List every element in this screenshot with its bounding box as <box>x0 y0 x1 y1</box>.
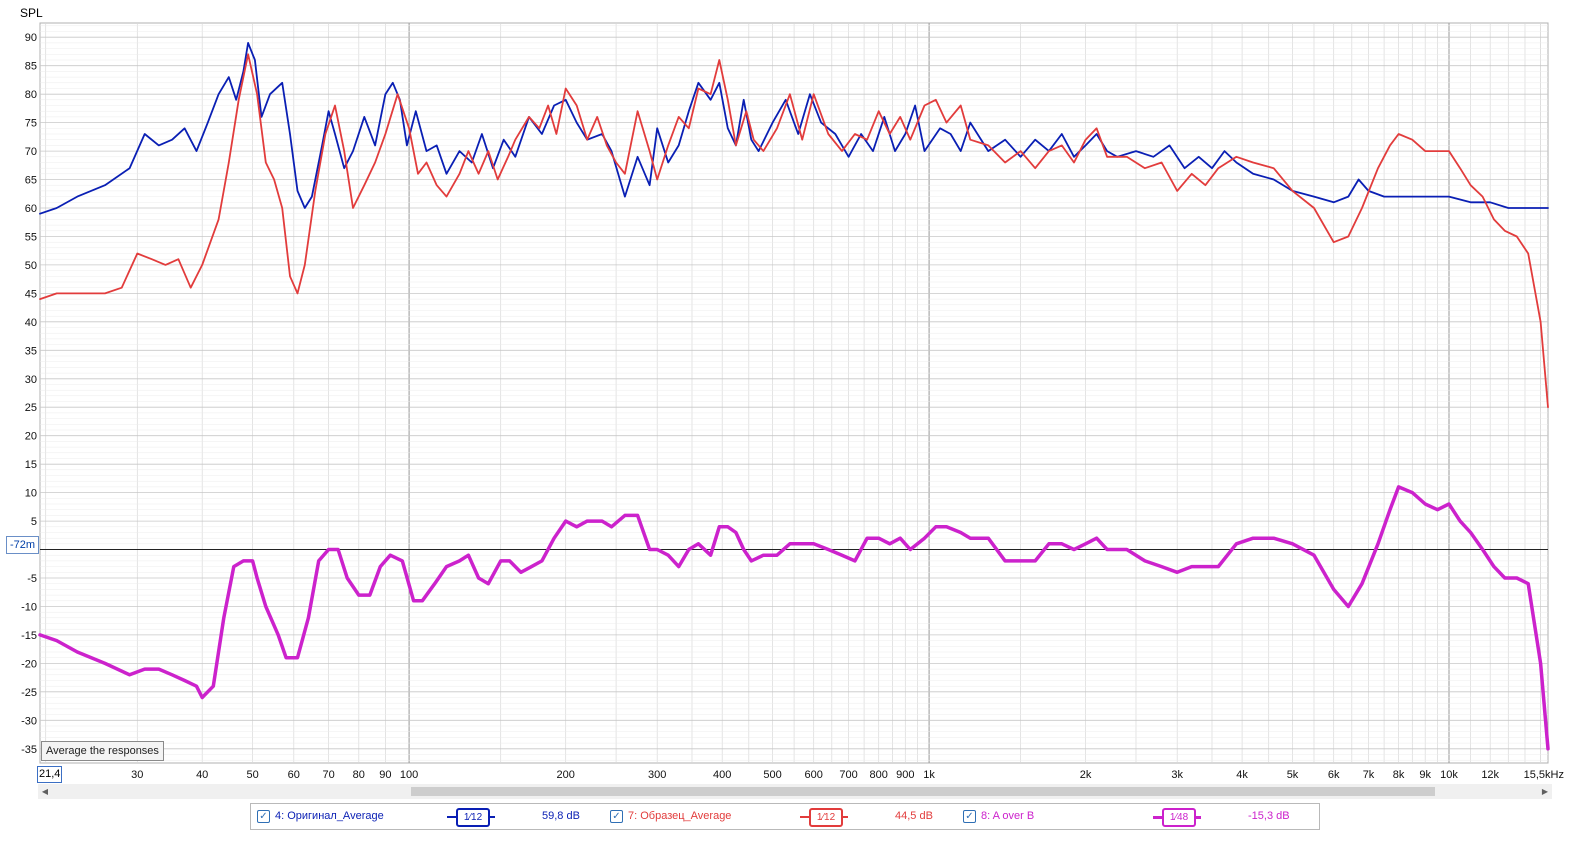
level-value: 59,8 dB <box>542 810 580 822</box>
y-tick-label: 20 <box>25 431 37 443</box>
y-axis-ticks: 90 85 80 75 70 65 60 55 50 45 40 35 30 25 20 15 10 5 -5 -10… <box>21 32 37 756</box>
x-axis-ticks: 30 40 50 60 70 80 90 100 200 300 400 500 600 700 800 90… <box>131 769 1564 781</box>
y-tick-label: -15 <box>21 630 37 642</box>
y-tick-label: 15 <box>25 459 37 471</box>
x-tick-label: 700 <box>839 769 857 781</box>
x-tick-label: 90 <box>379 769 391 781</box>
y-tick-label: -35 <box>21 744 37 756</box>
x-tick-label: 80 <box>353 769 365 781</box>
x-tick-label: 100 <box>400 769 418 781</box>
y-tick-label: 10 <box>25 488 37 500</box>
x-tick-label: 60 <box>288 769 300 781</box>
y-tick-label: 80 <box>25 89 37 101</box>
legend-name: 7: Образец_Average <box>628 810 732 822</box>
x-tick-label: 2k <box>1080 769 1092 781</box>
series-line-1 <box>39 42 1549 215</box>
x-tick-label: 12k <box>1481 769 1499 781</box>
y-tick-label: 30 <box>25 374 37 386</box>
y-tick-label: 60 <box>25 203 37 215</box>
y-tick-label: 90 <box>25 32 37 44</box>
x-tick-label: 8k <box>1393 769 1405 781</box>
x-tick-label: 600 <box>805 769 823 781</box>
cursor-frequency-readout: 21,4 <box>37 766 63 783</box>
x-tick-label: 7k <box>1363 769 1375 781</box>
smoothing-button[interactable]: 1⁄12 <box>809 808 843 827</box>
y-tick-label: 35 <box>25 345 37 357</box>
scroll-left-arrow-icon[interactable]: ◀ <box>41 787 49 796</box>
y-tick-label: -20 <box>21 658 37 670</box>
checkmark-icon[interactable]: ✓ <box>257 810 270 823</box>
x-tick-label: 4k <box>1236 769 1248 781</box>
smoothing-button[interactable]: 1⁄48 <box>1162 808 1196 827</box>
checkmark-icon[interactable]: ✓ <box>963 810 976 823</box>
y-tick-label: 25 <box>25 402 37 414</box>
x-tick-label: 1k <box>923 769 935 781</box>
level-value: -15,3 dB <box>1248 810 1290 822</box>
level-value: 44,5 dB <box>895 810 933 822</box>
x-tick-label: 70 <box>322 769 334 781</box>
y-tick-label: -30 <box>21 715 37 727</box>
x-tick-label: 9k <box>1419 769 1431 781</box>
smoothing-button[interactable]: 1⁄12 <box>456 808 490 827</box>
x-tick-label: 10k <box>1440 769 1458 781</box>
y-tick-label: -5 <box>27 573 37 585</box>
y-axis-title: SPL <box>20 6 43 20</box>
series-line-3 <box>38 485 1550 751</box>
y-tick-label: 40 <box>25 317 37 329</box>
series-line-2 <box>39 53 1549 409</box>
y-tick-label: 55 <box>25 232 37 244</box>
x-tick-label: 6k <box>1328 769 1340 781</box>
scroll-right-arrow-icon[interactable]: ▶ <box>1541 787 1549 796</box>
y-tick-label: 85 <box>25 61 37 73</box>
x-tick-label: 300 <box>648 769 666 781</box>
x-tick-label: 800 <box>870 769 888 781</box>
x-tick-label: 400 <box>713 769 731 781</box>
y-tick-label: 65 <box>25 175 37 187</box>
horizontal-scrollbar[interactable]: ◀ ▶ <box>38 784 1552 799</box>
x-tick-label: 200 <box>557 769 575 781</box>
x-tick-label: 5k <box>1287 769 1299 781</box>
x-tick-label: 900 <box>896 769 914 781</box>
x-tick-label: 50 <box>246 769 258 781</box>
grid <box>39 22 1549 764</box>
y-tick-label: -10 <box>21 602 37 614</box>
legend-name: 8: A over B <box>981 810 1035 822</box>
y-tick-label: -25 <box>21 687 37 699</box>
legend-name: 4: Оригинал_Average <box>275 810 384 822</box>
x-tick-label: 500 <box>763 769 781 781</box>
cursor-level-readout: -72m <box>6 536 40 554</box>
x-tick-label: 30 <box>131 769 143 781</box>
x-tick-label: 40 <box>196 769 208 781</box>
series-lines <box>38 42 1550 751</box>
y-tick-label: 50 <box>25 260 37 272</box>
legend: ✓ 4: Оригинал_Average 1⁄12 59,8 dB ✓ 7: … <box>250 803 1320 830</box>
y-tick-label: 75 <box>25 118 37 130</box>
x-tick-label: 15,5kHz <box>1524 769 1564 781</box>
x-tick-label: 3k <box>1171 769 1183 781</box>
y-tick-label: 70 <box>25 146 37 158</box>
checkmark-icon[interactable]: ✓ <box>610 810 623 823</box>
y-tick-label: 5 <box>31 516 37 528</box>
scroll-thumb[interactable] <box>411 787 1435 796</box>
tooltip: Average the responses <box>41 741 164 761</box>
y-tick-label: 45 <box>25 288 37 300</box>
